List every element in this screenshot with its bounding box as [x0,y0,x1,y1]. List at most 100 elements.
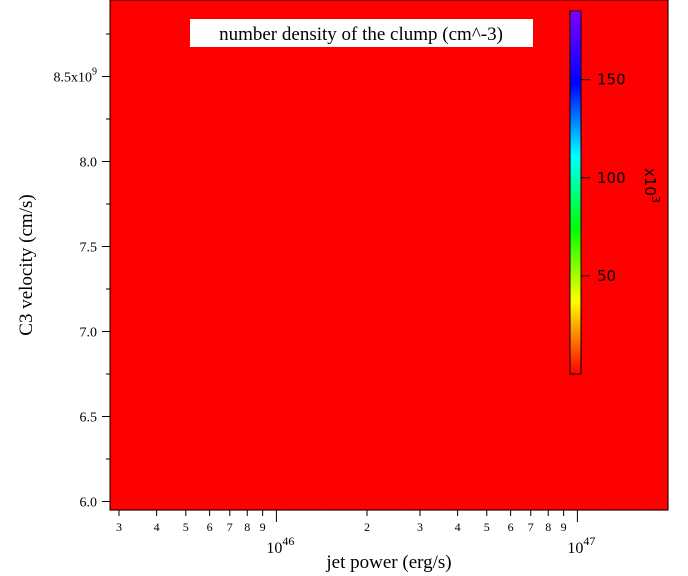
heatmap-cell [628,85,639,95]
heatmap-cell [189,170,201,180]
heatmap-cell [119,450,131,460]
heatmap-cell [389,42,400,52]
heatmap-cell [249,263,261,273]
heatmap-cell [129,153,141,163]
heatmap-cell [498,51,510,61]
heatmap-cell [518,391,530,401]
heatmap-cell [289,246,300,256]
heatmap-cell [189,178,201,188]
heatmap-cell [468,246,480,256]
heatmap-cell [628,416,639,426]
heatmap-cell [369,442,380,452]
heatmap-cell [249,170,261,180]
heatmap-cell [488,42,500,52]
heatmap-cell [189,323,201,333]
heatmap-cell [498,476,510,486]
heatmap-cell [309,348,320,358]
heatmap-cell [608,17,619,27]
heatmap-cell [319,331,330,341]
heatmap-cell [398,399,410,409]
heatmap-cell [229,280,241,290]
heatmap-cell [119,68,131,78]
heatmap-cell [418,331,430,341]
heatmap-cell [189,204,201,214]
heatmap-cell [628,382,639,392]
heatmap-cell [189,442,201,452]
heatmap-cell [618,153,629,163]
heatmap-cell [538,433,550,443]
heatmap-cell [179,85,191,95]
heatmap-cell [508,85,520,95]
heatmap-cell [488,331,500,341]
heatmap-cell [349,246,360,256]
heatmap-cell [259,493,271,503]
heatmap-cell [359,8,370,18]
heatmap-cell [389,425,400,435]
heatmap-cell [299,161,310,171]
heatmap-cell [379,331,390,341]
heatmap-cell [508,221,520,231]
heatmap-cell [488,289,500,299]
heatmap-cell [319,136,330,146]
heatmap-cell [458,348,470,358]
heatmap-cell [398,110,410,120]
heatmap-cell [259,433,271,443]
heatmap-cell [658,501,669,511]
heatmap-cell [339,476,350,486]
heatmap-cell [369,280,380,290]
heatmap-cell [658,467,669,477]
heatmap-cell [349,459,360,469]
heatmap-cell [239,416,251,426]
heatmap-cell [299,221,310,231]
heatmap-cell [379,0,390,10]
heatmap-cell [209,153,221,163]
heatmap-cell [229,425,241,435]
heatmap-cell [458,280,470,290]
heatmap-cell [389,93,400,103]
heatmap-cell [219,212,231,222]
heatmap-cell [239,187,251,197]
heatmap-cell [418,289,430,299]
heatmap-cell [428,51,440,61]
heatmap-cell [379,85,390,95]
heatmap-cell [359,263,370,273]
heatmap-cell [618,263,629,273]
heatmap-cell [438,221,450,231]
heatmap-cell [538,297,550,307]
heatmap-cell [229,340,241,350]
heatmap-cell [289,348,300,358]
heatmap-cell [448,221,460,231]
heatmap-cell [538,212,550,222]
heatmap-cell [339,204,350,214]
heatmap-cell [648,416,659,426]
heatmap-cell [289,501,300,511]
heatmap-cell [508,416,520,426]
heatmap-cell [199,433,211,443]
heatmap-cell [309,425,320,435]
heatmap-cell [159,221,171,231]
heatmap-cell [588,170,599,180]
heatmap-cell [408,153,420,163]
heatmap-cell [468,221,480,231]
heatmap-cell [578,153,589,163]
heatmap-cell [558,391,569,401]
heatmap-cell [638,93,649,103]
heatmap-cell [598,391,609,401]
heatmap-cell [249,204,261,214]
heatmap-cell [488,399,500,409]
heatmap-cell [448,0,460,10]
heatmap-cell [508,348,520,358]
heatmap-cell [638,348,649,358]
heatmap-cell [518,263,530,273]
heatmap-cell [219,272,231,282]
heatmap-cell [249,476,261,486]
heatmap-cell [179,357,191,367]
heatmap-cell [299,68,310,78]
heatmap-cell [448,289,460,299]
heatmap-cell [618,399,629,409]
heatmap-cell [149,229,161,239]
heatmap-cell [309,255,320,265]
heatmap-cell [498,85,510,95]
heatmap-cell [408,263,420,273]
heatmap-cell [369,314,380,324]
